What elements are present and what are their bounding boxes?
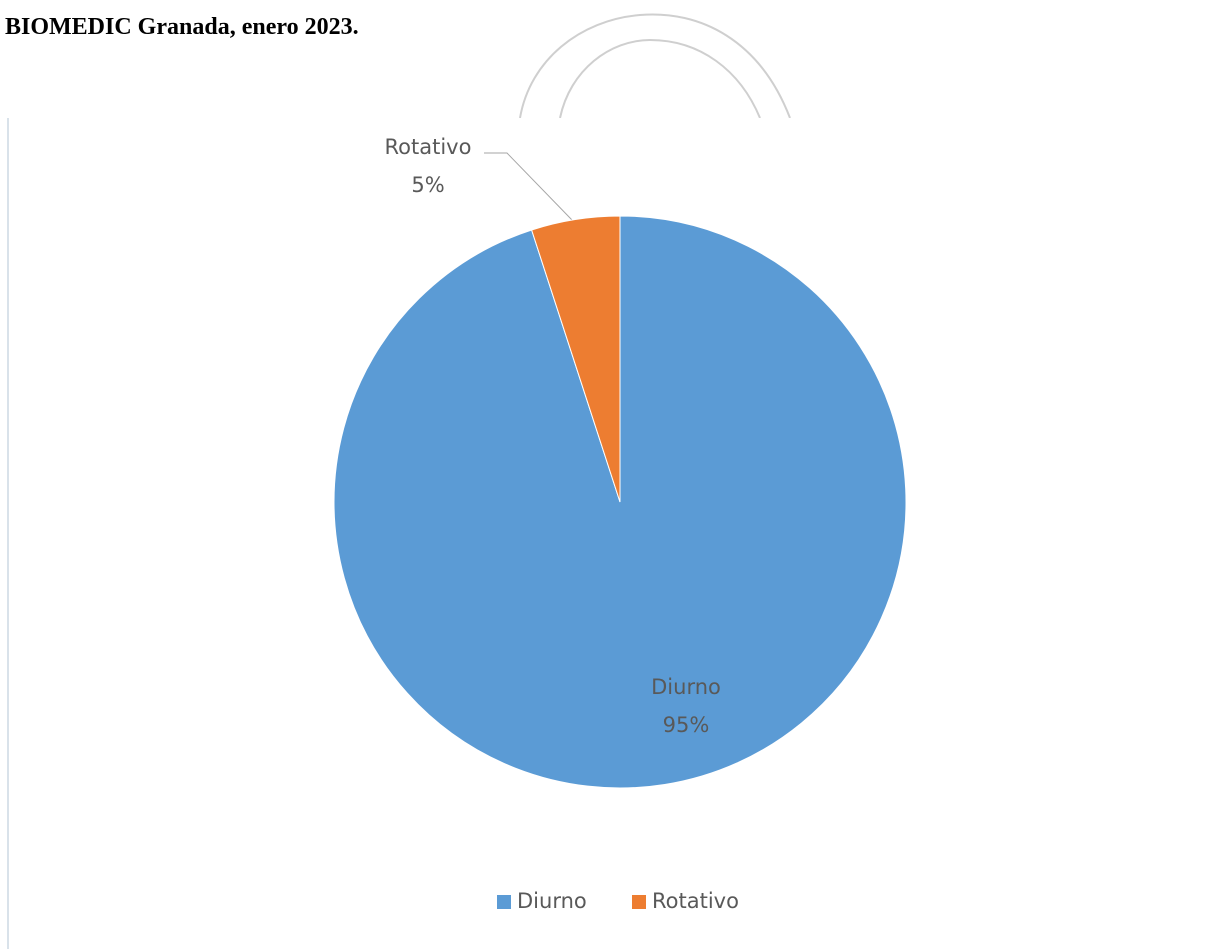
legend-label: Diurno xyxy=(517,889,587,913)
legend-swatch xyxy=(497,895,511,909)
header-title: BIOMEDIC Granada, enero 2023. xyxy=(5,14,359,40)
leader-line xyxy=(484,152,573,221)
pie-slice xyxy=(530,215,621,503)
slice-label: Diurno xyxy=(651,675,721,699)
watermark xyxy=(519,13,791,119)
legend-swatch xyxy=(632,895,646,909)
legend-label: Rotativo xyxy=(652,889,739,913)
slice-label: Rotativo xyxy=(385,135,472,159)
slice-value-label: 5% xyxy=(411,173,444,197)
slice-value-label: 95% xyxy=(663,713,710,737)
